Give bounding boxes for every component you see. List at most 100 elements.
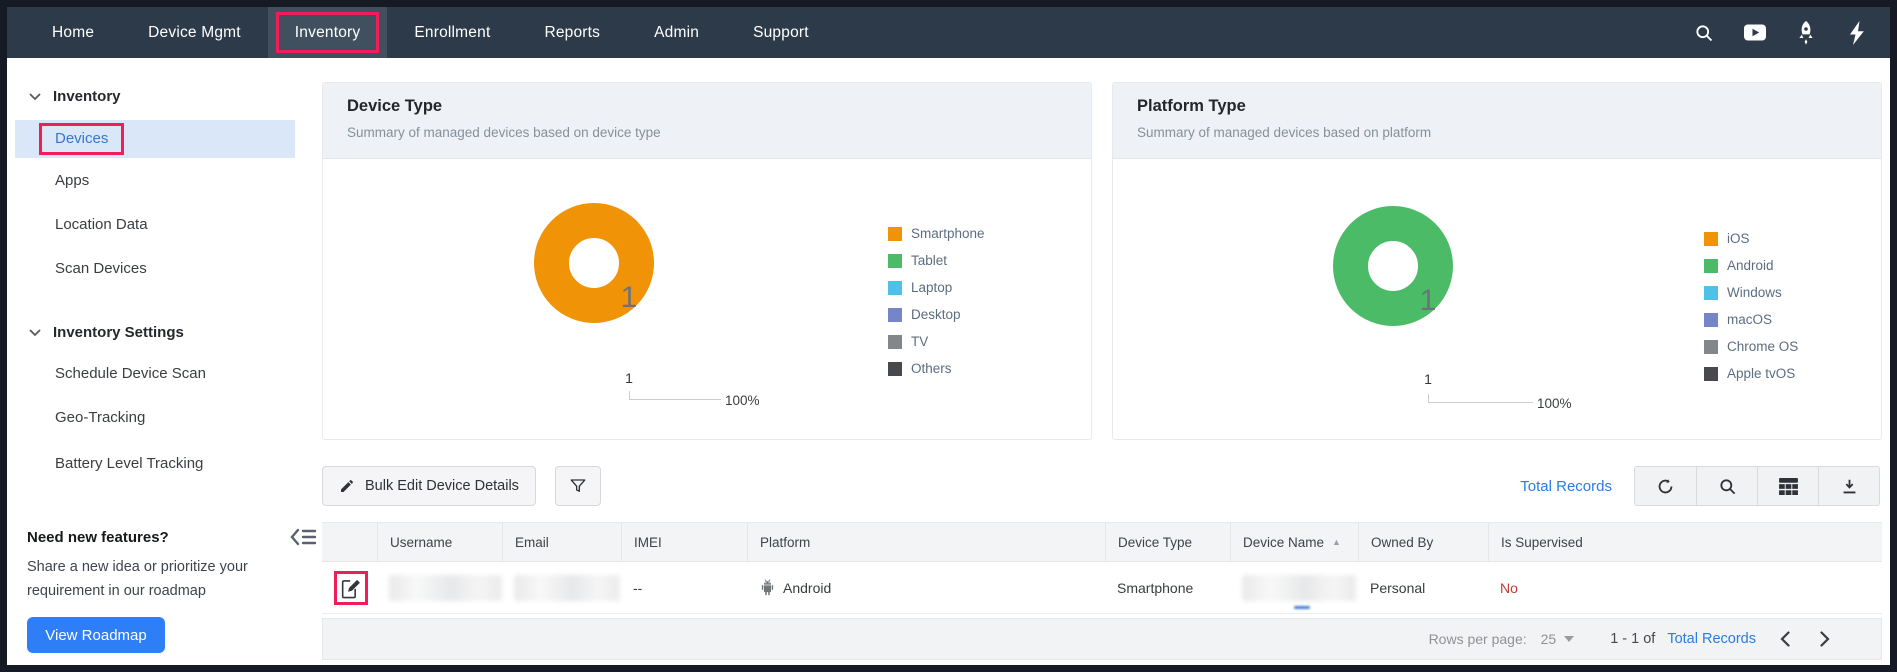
legend-item-desktop[interactable]: Desktop [888, 307, 985, 322]
column-header-device-type[interactable]: Device Type [1105, 523, 1230, 561]
previous-page-button[interactable] [1774, 631, 1796, 647]
legend-label: iOS [1727, 231, 1750, 246]
legend-swatch [1704, 231, 1718, 246]
donut-callout-line [629, 391, 721, 400]
pagination-range: 1 - 1 of [1610, 631, 1656, 647]
nav-item-support[interactable]: Support [753, 23, 809, 41]
device-type-card-header: Device Type Summary of managed devices b… [323, 83, 1091, 159]
rocket-icon[interactable] [1795, 20, 1817, 45]
legend-item-apple-tvos[interactable]: Apple tvOS [1704, 366, 1798, 381]
promo-description: Share a new idea or prioritize your requ… [27, 555, 248, 603]
legend-item-others[interactable]: Others [888, 361, 985, 376]
column-header-device-name[interactable]: Device Name ▲ [1230, 523, 1358, 561]
total-records-link[interactable]: Total Records [1520, 477, 1612, 495]
column-header-is-supervised[interactable]: Is Supervised [1488, 523, 1882, 561]
android-icon [761, 579, 774, 596]
nav-item-home[interactable]: Home [52, 23, 95, 41]
donut-slice-label: 1 [625, 370, 633, 386]
bulk-edit-device-details-button[interactable]: Bulk Edit Device Details [322, 466, 536, 506]
video-tutorial-icon[interactable] [1744, 22, 1766, 44]
legend-label: Android [1727, 258, 1774, 273]
sidebar-item-battery-level-tracking[interactable]: Battery Level Tracking [55, 455, 204, 472]
sidebar-item-apps[interactable]: Apps [55, 172, 90, 189]
legend-label: Windows [1727, 285, 1782, 300]
legend-swatch [1704, 339, 1718, 354]
sidebar-section-inventory-settings[interactable]: Inventory Settings [29, 324, 184, 341]
legend-swatch [888, 361, 902, 376]
column-header-imei[interactable]: IMEI [621, 523, 747, 561]
sidebar-section-inventory[interactable]: Inventory [29, 88, 121, 105]
nav-item-enrollment[interactable]: Enrollment [414, 23, 491, 41]
column-header-platform[interactable]: Platform [747, 523, 1105, 561]
legend-item-tv[interactable]: TV [888, 334, 985, 349]
refresh-button[interactable] [1635, 467, 1696, 505]
nav-item-admin[interactable]: Admin [654, 23, 700, 41]
nav-item-inventory-label: Inventory [294, 23, 361, 41]
column-chooser-button[interactable] [1757, 467, 1818, 505]
filter-button[interactable] [555, 466, 601, 506]
promo-description-line2: requirement in our roadmap [27, 583, 206, 599]
search-icon[interactable] [1693, 22, 1715, 44]
card-subtitle: Summary of managed devices based on plat… [1137, 125, 1432, 140]
sidebar-item-scan-devices[interactable]: Scan Devices [55, 260, 147, 277]
search-records-button[interactable] [1696, 467, 1757, 505]
redacted-email [514, 574, 620, 601]
legend-label: Apple tvOS [1727, 366, 1796, 381]
legend-label: macOS [1727, 312, 1773, 327]
bulk-edit-label: Bulk Edit Device Details [365, 478, 519, 494]
caret-down-icon [1564, 636, 1575, 642]
device-type-card: Device Type Summary of managed devices b… [322, 82, 1092, 440]
column-header-owned-by[interactable]: Owned By [1358, 523, 1488, 561]
legend-item-windows[interactable]: Windows [1704, 285, 1798, 300]
legend-label: TV [911, 334, 929, 349]
table-actions-group [1634, 466, 1880, 506]
sidebar-item-schedule-device-scan[interactable]: Schedule Device Scan [55, 365, 206, 382]
legend-swatch [888, 307, 902, 322]
donut-center-value: 1 [1419, 284, 1437, 317]
collapse-sidebar-icon[interactable] [289, 524, 319, 552]
legend-label: Desktop [911, 307, 961, 322]
promo-description-line1: Share a new idea or prioritize your [27, 559, 248, 575]
column-header-username[interactable]: Username [377, 523, 502, 561]
column-header-select [322, 523, 377, 561]
cell-device-type: Smartphone [1117, 579, 1194, 596]
redacted-device-name-link-hint [1294, 606, 1310, 609]
view-roadmap-button[interactable]: View Roadmap [27, 617, 165, 653]
legend-item-macos[interactable]: macOS [1704, 312, 1798, 327]
sidebar-item-location-data[interactable]: Location Data [55, 216, 148, 233]
legend-item-android[interactable]: Android [1704, 258, 1798, 273]
nav-item-device-mgmt[interactable]: Device Mgmt [148, 23, 241, 41]
edit-record-icon[interactable] [334, 570, 368, 605]
legend-item-tablet[interactable]: Tablet [888, 253, 985, 268]
sidebar-section-label: Inventory Settings [53, 324, 184, 341]
sidebar-item-geo-tracking[interactable]: Geo-Tracking [55, 409, 146, 426]
pagination-total-records-link[interactable]: Total Records [1667, 631, 1756, 647]
legend-swatch [888, 280, 902, 295]
nav-item-inventory[interactable]: Inventory [267, 7, 388, 58]
platform-type-legend: iOS Android Windows macOS Chrome OS Appl… [1704, 231, 1798, 381]
flash-icon[interactable] [1846, 20, 1868, 45]
cell-email-redacted [502, 562, 621, 613]
next-page-button[interactable] [1814, 631, 1836, 647]
cell-is-supervised: No [1500, 579, 1518, 596]
filter-icon [570, 479, 586, 492]
donut-callout-line [1428, 394, 1533, 403]
sort-asc-icon[interactable]: ▲ [1332, 537, 1341, 547]
donut-center-value: 1 [620, 281, 638, 314]
legend-item-ios[interactable]: iOS [1704, 231, 1798, 246]
legend-label: Chrome OS [1727, 339, 1799, 354]
legend-item-chrome-os[interactable]: Chrome OS [1704, 339, 1798, 354]
legend-swatch [1704, 366, 1718, 381]
legend-item-smartphone[interactable]: Smartphone [888, 226, 985, 241]
legend-item-laptop[interactable]: Laptop [888, 280, 985, 295]
table-row[interactable]: -- Android Smartphone Personal N [322, 562, 1882, 614]
sidebar-item-devices[interactable]: Devices [15, 120, 295, 158]
download-button[interactable] [1818, 467, 1879, 505]
nav-item-reports[interactable]: Reports [544, 23, 601, 41]
column-label: Platform [760, 534, 811, 550]
column-header-email[interactable]: Email [502, 523, 621, 561]
column-label: IMEI [634, 534, 662, 550]
donut-slice-label: 1 [1424, 371, 1432, 387]
cell-device-name-redacted[interactable] [1230, 562, 1358, 613]
rows-per-page-select[interactable]: 25 [1541, 631, 1575, 647]
